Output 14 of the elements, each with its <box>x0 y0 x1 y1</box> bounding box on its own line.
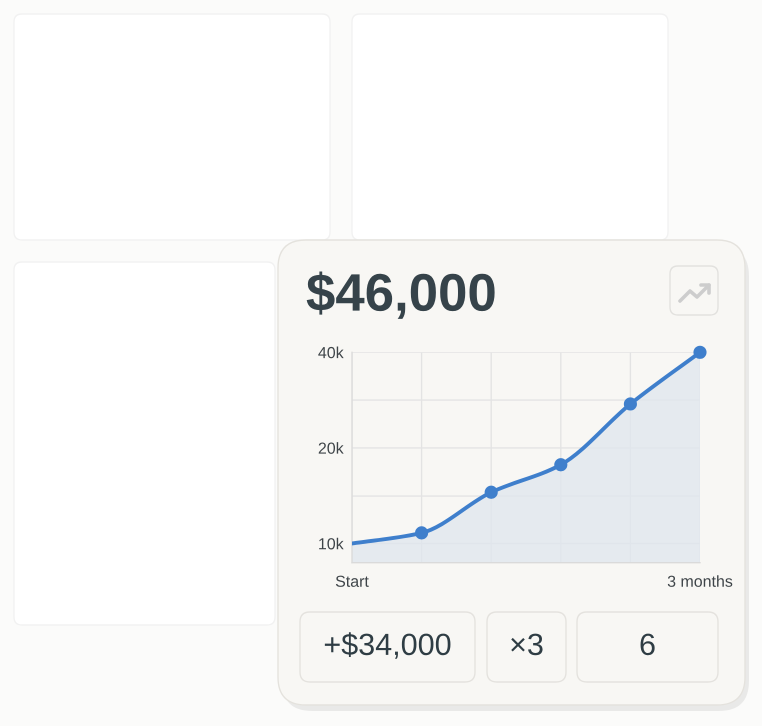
y-tick-label: 10k <box>319 538 344 550</box>
point <box>693 346 707 359</box>
text: +$34,000 <box>324 632 450 659</box>
point <box>415 526 428 540</box>
x-tick-label: 3 months <box>668 575 732 587</box>
point <box>484 486 498 499</box>
point <box>624 397 637 411</box>
text: 6 <box>640 634 655 656</box>
point <box>554 458 568 472</box>
y-tick-label: 40k <box>318 346 344 358</box>
x-tick-label: Start <box>336 576 369 587</box>
y-tick-label: 20k <box>318 442 344 454</box>
text: ×3 <box>511 634 543 656</box>
chart-title: $46,000 <box>306 271 495 319</box>
